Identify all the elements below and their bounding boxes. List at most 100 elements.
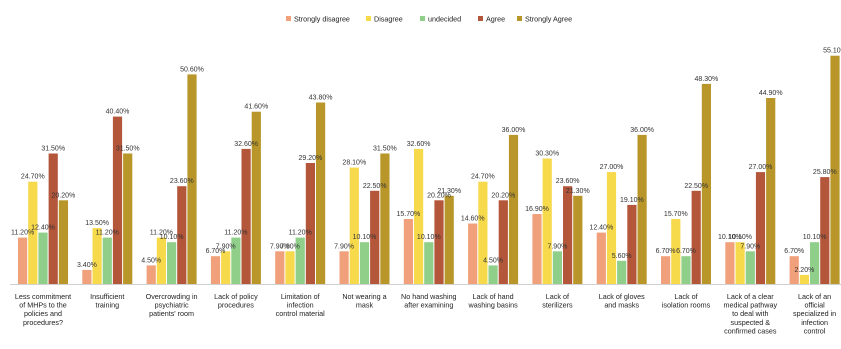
bar-undecided-1 [102,237,112,284]
bar-disagree-12 [799,274,809,284]
bar-agree-9 [627,204,637,284]
legend-item-strongly-disagree: Strongly disagree [286,15,350,24]
bar-disagree-7 [478,181,488,284]
bar-agree-7 [498,200,508,284]
bar-strongly-agree-0 [58,200,68,284]
data-label: 23.60% [170,178,194,185]
data-label: 11.20% [96,230,119,237]
legend-label: Strongly Agree [525,15,572,24]
legend-item-agree: Agree [478,15,505,24]
data-label: 20.20% [427,192,451,199]
data-label: 31.50% [373,146,397,153]
bar-disagree-2 [156,237,166,284]
data-label: 20.20% [52,192,76,199]
bar-undecided-12 [810,242,820,284]
bar-undecided-3 [231,237,241,284]
legend-swatch [286,16,291,21]
data-label: 48.30% [695,76,719,83]
bar-strongly-disagree-1 [82,269,92,284]
data-label: 32.60% [234,141,258,148]
category-label-2: Overcrowding in psychiatric patients' room [146,292,198,318]
data-label: 25.80% [813,169,837,176]
bar-strongly-agree-9 [637,134,647,284]
bar-strongly-disagree-3 [210,256,221,284]
bar-undecided-8 [552,251,562,284]
data-label: 2.20% [794,267,814,274]
bar-strongly-agree-1 [123,153,133,284]
data-label: 31.50% [41,146,65,153]
bar-disagree-4 [285,251,295,284]
data-label: 11.20% [11,230,34,237]
data-label: 10.10% [718,234,742,241]
bar-strongly-disagree-6 [403,219,413,284]
category-label-8: Lack of sterilizers [542,292,573,310]
bar-strongly-disagree-11 [725,242,735,284]
bar-strongly-disagree-7 [468,223,478,284]
data-label: 21.30% [566,188,590,195]
bar-disagree-0 [28,181,38,284]
bar-undecided-0 [38,232,48,284]
data-label: 11.20% [289,230,312,237]
data-label: 10.10% [353,234,377,241]
legend-swatch [478,16,483,21]
bar-strongly-agree-4 [316,102,326,284]
data-label: 3.40% [77,262,97,269]
data-label: 10.10% [728,234,752,241]
legend-item-undecided: undecided [420,15,461,24]
bar-disagree-5 [349,167,359,284]
data-label: 15.70% [397,211,421,218]
category-label-10: Lack of isolation rooms [662,292,711,310]
data-label: 13.50% [85,220,109,227]
category-label-1: Insufficient training [90,292,124,310]
bar-strongly-agree-8 [573,195,583,284]
bar-agree-2 [177,186,187,284]
data-label: 10.10% [160,234,184,241]
data-label: 50.60% [180,66,204,73]
data-label: 7.90% [270,243,290,250]
legend-swatch [366,16,371,21]
bar-undecided-7 [488,265,498,284]
data-label: 10.10% [417,234,441,241]
data-label: 6.70% [656,248,676,255]
data-label: 24.70% [471,174,495,181]
category-label-7: Lack of hand washing basins [468,292,519,310]
bar-strongly-agree-7 [508,134,519,284]
bar-strongly-disagree-0 [18,237,28,284]
data-label: 7.90% [280,243,300,250]
bar-disagree-6 [414,148,424,284]
bar-disagree-10 [671,219,681,284]
bar-disagree-3 [221,251,231,284]
data-label: 11.20% [150,230,173,237]
data-label: 7.90% [334,243,354,250]
legend-item-strongly-agree: Strongly Agree [517,15,572,24]
legend-label: Agree [486,15,505,24]
bar-agree-0 [48,153,58,284]
data-label: 7.90% [740,243,760,250]
bar-agree-5 [370,190,380,284]
bar-agree-8 [563,186,573,284]
data-label: 7.90% [547,243,567,250]
bar-strongly-disagree-10 [661,256,671,284]
legend-label: Disagree [374,15,403,24]
bar-agree-6 [434,200,444,284]
data-label: 4.50% [483,257,503,264]
category-label-12: Lack of an official specialized in infectio… [793,292,836,335]
data-label: 5.60% [612,253,632,260]
bar-strongly-disagree-9 [596,232,606,284]
bar-disagree-9 [606,172,617,284]
x-axis-category-labels: Less commitment of MHPs to the policies an… [15,292,836,335]
data-label: 20.20% [491,192,515,199]
data-label: 6.70% [784,248,804,255]
category-label-9: Lack of gloves and masks [599,292,645,310]
data-label: 44.90% [759,90,783,97]
data-label: 6.70% [206,248,226,255]
data-label: 19.10% [620,197,644,204]
bar-disagree-1 [92,228,102,284]
data-label: 12.40% [31,225,55,232]
data-label: 32.60% [407,141,431,148]
bar-undecided-4 [295,237,305,284]
data-label: 7.90% [216,243,236,250]
bar-strongly-agree-12 [830,55,840,285]
chart-value-labels: 11.20% 24.70% 12.40% 31.50% 20.20% 3.40% 13.50… [11,48,841,274]
